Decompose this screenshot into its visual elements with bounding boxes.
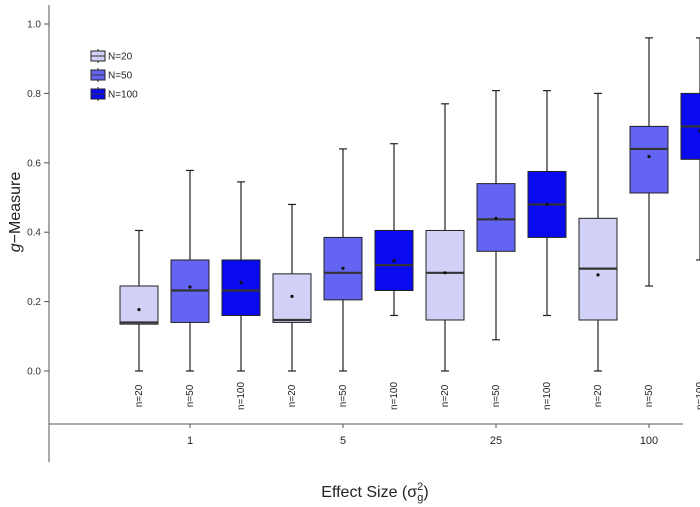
legend-item: N=20 [90, 49, 133, 63]
legend-item: N=50 [90, 68, 133, 82]
box-100-n=100 [680, 37, 700, 261]
mean-point [137, 307, 141, 312]
x-axis-title-sub: g [417, 492, 423, 504]
boxes [119, 37, 700, 372]
n-labels: n=20 n=50 n=100 n=20 n=50 n=100 n=20 n=50 n=100 n… [134, 382, 700, 411]
y-axis-title-italic: g [7, 243, 24, 252]
mean-point [188, 285, 192, 289]
legend: N=20 N=50 N=100 [90, 49, 138, 101]
n-label: n=20 [134, 384, 145, 407]
y-tick-label: 0.8 [27, 89, 41, 100]
box-100-n=50 [629, 37, 669, 287]
y-tick-label: 0.0 [27, 367, 41, 378]
legend-label: N=20 [108, 52, 133, 63]
box-1-n=20 [119, 229, 159, 372]
n-label: n=50 [185, 384, 196, 407]
mean-point [290, 294, 294, 298]
box-body [221, 259, 261, 316]
x-axis-title-sup: 2 [417, 481, 423, 493]
box-1-n=50 [170, 169, 210, 372]
n-label: n=20 [593, 384, 604, 407]
box-5-n=50 [323, 148, 363, 372]
box-100-n=20 [578, 92, 618, 372]
n-label: n=20 [287, 384, 298, 407]
x-axis-title-main: Effect Size (σ [321, 484, 417, 501]
n-label: n=100 [695, 382, 700, 411]
mean-point [545, 202, 549, 207]
legend-label: N=100 [108, 90, 138, 101]
box-body [272, 273, 312, 323]
mean-point [494, 216, 498, 220]
n-label: n=100 [542, 382, 553, 411]
n-label: n=100 [236, 382, 247, 411]
box-5-n=100 [374, 143, 414, 317]
n-label: n=100 [389, 382, 400, 411]
group-labels: 1 5 25 100 [187, 424, 658, 447]
n-label: n=50 [644, 384, 655, 407]
y-axis-title-rest: −Measure [7, 172, 24, 244]
box-body [119, 285, 159, 325]
mean-point [392, 259, 396, 263]
box-25-n=20 [425, 103, 465, 372]
group-label: 5 [340, 435, 346, 447]
mean-point [239, 280, 243, 285]
legend-label: N=50 [108, 71, 133, 82]
n-label: n=50 [491, 384, 502, 407]
box-5-n=20 [272, 203, 312, 372]
group-label: 25 [490, 435, 502, 447]
n-label: n=20 [440, 384, 451, 407]
box-25-n=100 [527, 90, 567, 317]
group-label: 100 [640, 435, 658, 447]
y-tick-label: 1.0 [27, 20, 41, 31]
box-body [425, 229, 465, 321]
mean-point [443, 271, 447, 275]
y-ticks: 0.0 0.2 0.4 0.6 0.8 1.0 [27, 20, 49, 378]
box-1-n=100 [221, 181, 261, 372]
y-tick-label: 0.2 [27, 297, 41, 308]
legend-item: N=100 [90, 87, 138, 101]
box-body [629, 125, 669, 194]
box-25-n=50 [476, 90, 516, 341]
group-label: 1 [187, 435, 193, 447]
mean-point [341, 266, 345, 270]
x-axis-title-close: ) [423, 484, 428, 501]
mean-point [647, 154, 651, 159]
mean-point [596, 273, 600, 277]
y-axis-title: g−Measure [7, 172, 24, 253]
n-label: n=50 [338, 384, 349, 407]
x-axis-title: Effect Size (σ2 g) [321, 481, 428, 504]
y-tick-label: 0.6 [27, 158, 41, 169]
axes [48, 5, 683, 462]
y-tick-label: 0.4 [27, 228, 41, 239]
